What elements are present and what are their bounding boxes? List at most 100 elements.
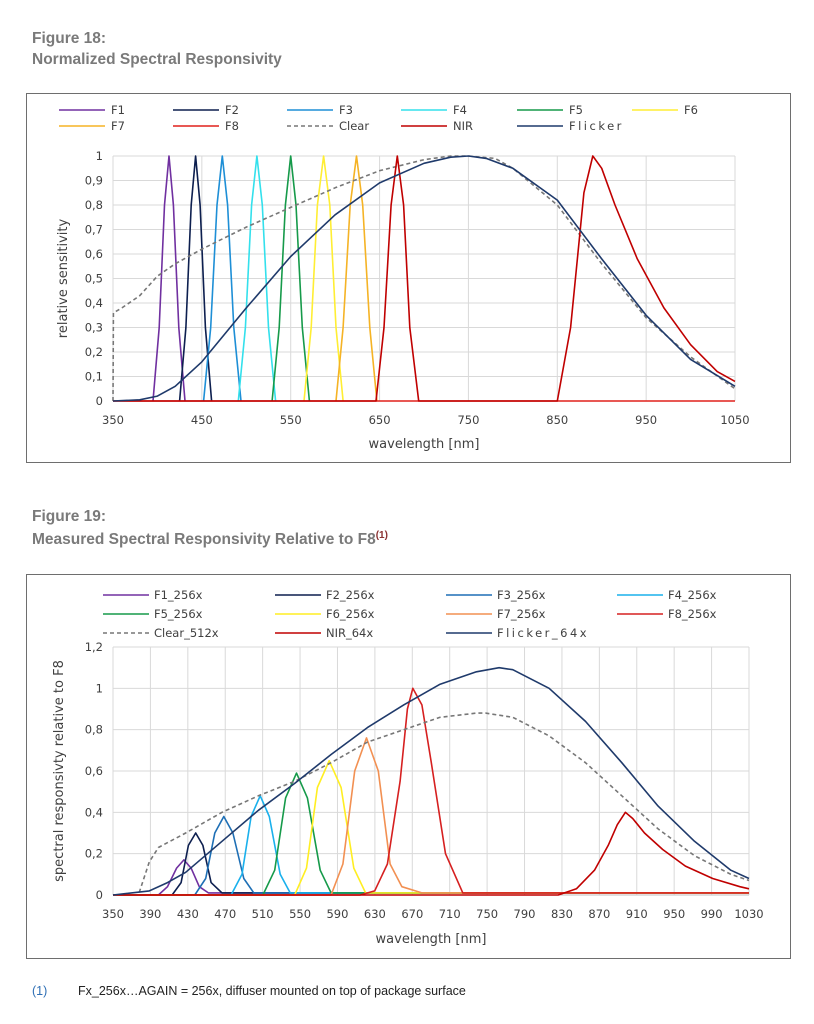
series-line-f4-256x: [113, 795, 749, 896]
y-tick-label: 0,9: [85, 174, 103, 188]
series-line-f7: [335, 155, 378, 402]
x-tick-label: 670: [401, 907, 423, 921]
x-tick-label: 1050: [720, 413, 749, 427]
y-axis-label: spectral responsivty relative to F8: [52, 660, 67, 882]
series-line-f5: [271, 155, 311, 402]
y-tick-label: 1: [96, 681, 103, 695]
y-tick-label: 0,6: [85, 247, 103, 261]
series-line-f3-256x: [113, 815, 749, 896]
series-line-clear-512x: [113, 712, 750, 896]
series-line-f4: [237, 155, 277, 402]
legend-label: NIR: [453, 119, 473, 133]
series-line-f2: [178, 155, 213, 402]
x-tick-label: 350: [102, 907, 124, 921]
y-tick-label: 0,4: [85, 805, 103, 819]
y-tick-label: 0,7: [85, 223, 103, 237]
x-tick-label: 630: [364, 907, 386, 921]
series-line-f8-256x: [113, 687, 749, 896]
legend-label: Clear: [339, 119, 369, 133]
grid-lines: [112, 646, 750, 896]
x-tick-label: 830: [551, 907, 573, 921]
series-line-f1: [152, 155, 186, 402]
legend-label: F3_256x: [497, 588, 546, 602]
figure18-label: Figure 18:: [32, 30, 107, 47]
figure19-title-footnote-ref[interactable]: (1): [375, 530, 388, 541]
figure19-label: Figure 19:: [32, 508, 107, 525]
x-tick-label: 430: [177, 907, 199, 921]
x-tick-label: 750: [476, 907, 498, 921]
legend-label: NIR_64x: [326, 626, 373, 640]
figure18-title: Normalized Spectral Responsivity: [32, 51, 282, 68]
x-tick-label: 1030: [734, 907, 763, 921]
x-tick-label: 870: [588, 907, 610, 921]
y-tick-label: 0,5: [85, 272, 103, 286]
y-tick-label: 0,6: [85, 764, 103, 778]
x-tick-label: 950: [663, 907, 685, 921]
x-tick-label: 950: [635, 413, 657, 427]
series-group: [112, 155, 736, 402]
series-line-f1-256x: [113, 859, 749, 896]
legend-label: F4_256x: [668, 588, 717, 602]
figure18-chart-frame: 0 0,1 0,2 0,3 0,4 0,5 0,6 0,7 0,8 0,9 1 350 450 550 65…: [26, 93, 791, 463]
x-tick-label: 470: [214, 907, 236, 921]
legend-label: F2_256x: [326, 588, 375, 602]
legend-label: F5: [569, 103, 583, 117]
y-tick-label: 0,8: [85, 723, 103, 737]
series-line-flicker: [112, 155, 736, 402]
figure19-chart-frame: 0 0,2 0,4 0,6 0,8 1 1,2 350 390 430 470 510 550 590 63…: [26, 574, 791, 959]
y-tick-label: 0: [96, 394, 103, 408]
series-line-nir-64x: [113, 811, 750, 896]
legend-label: F7_256x: [497, 607, 546, 621]
series-line-f5-256x: [113, 772, 749, 896]
series-line-f7-256x: [113, 737, 749, 896]
series-line-nir: [113, 155, 736, 402]
legend-label: Flicker_64x: [497, 626, 589, 640]
x-tick-label: 750: [457, 413, 479, 427]
footnote-ref[interactable]: (1): [32, 984, 48, 998]
x-tick-label: 590: [326, 907, 348, 921]
y-tick-label: 0: [96, 888, 103, 902]
figure19-title: Measured Spectral Responsivity Relative …: [32, 530, 388, 549]
x-tick-label: 550: [289, 907, 311, 921]
y-tick-label: 0,2: [85, 847, 103, 861]
legend-label: F8: [225, 119, 239, 133]
legend-label: F1_256x: [154, 588, 203, 602]
figure19-chart: 0 0,2 0,4 0,6 0,8 1 1,2 350 390 430 470 510 550 590 63…: [52, 588, 764, 947]
legend-label: Clear_512x: [154, 626, 219, 640]
legend-label: F6: [684, 103, 698, 117]
x-axis-label: wavelength [nm]: [376, 932, 487, 947]
legend-label: F5_256x: [154, 607, 203, 621]
y-tick-label: 0,1: [85, 370, 103, 384]
series-line-f3: [202, 155, 242, 402]
y-tick-label: 0,8: [85, 198, 103, 212]
legend-label: F1: [111, 103, 125, 117]
x-tick-label: 850: [546, 413, 568, 427]
x-tick-label: 510: [252, 907, 274, 921]
y-tick-label: 0,3: [85, 321, 103, 335]
legend-label: Flicker: [569, 119, 624, 133]
legend: F1_256x F2_256x F3_256x F4_256x F5_256x F6_25…: [103, 588, 717, 640]
series-line-f2-256x: [113, 832, 749, 896]
legend-label: F4: [453, 103, 467, 117]
x-tick-label: 650: [369, 413, 391, 427]
series-group: [112, 666, 750, 896]
legend-label: F6_256x: [326, 607, 375, 621]
legend-label: F3: [339, 103, 353, 117]
y-tick-label: 0,2: [85, 345, 103, 359]
series-line-clear: [112, 155, 736, 402]
legend-label: F7: [111, 119, 125, 133]
x-tick-label: 350: [102, 413, 124, 427]
series-line-f6: [303, 155, 344, 402]
grid-lines: [112, 155, 736, 402]
x-axis-label: wavelength [nm]: [369, 437, 480, 452]
y-tick-label: 0,4: [85, 296, 103, 310]
legend: F1 F2 F3 F4 F5 F6 F7 F8 Clear NIR Flicker: [59, 103, 698, 133]
x-tick-label: 990: [701, 907, 723, 921]
legend-label: F2: [225, 103, 239, 117]
x-tick-label: 550: [280, 413, 302, 427]
series-line-f6-256x: [113, 759, 749, 896]
footnote-text: Fx_256x…AGAIN = 256x, diffuser mounted o…: [78, 984, 466, 998]
y-tick-label: 1,2: [85, 640, 103, 654]
x-tick-label: 710: [439, 907, 461, 921]
x-tick-label: 790: [514, 907, 536, 921]
